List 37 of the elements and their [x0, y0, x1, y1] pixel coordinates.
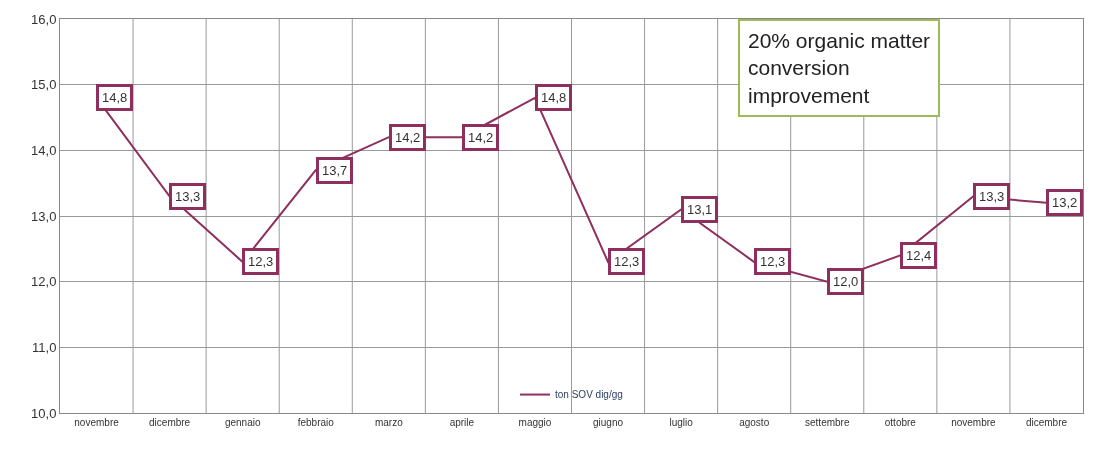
x-tick-label: settembre [805, 417, 850, 428]
data-label: 14,2 [468, 130, 494, 145]
data-label: 12,3 [248, 254, 274, 269]
y-tick-label: 15,0 [31, 77, 57, 93]
x-tick-label: aprile [449, 417, 475, 428]
x-tick-label: maggio [518, 417, 552, 428]
data-label: 12,4 [906, 248, 932, 263]
x-tick-label: gennaio [224, 417, 261, 428]
x-tick-label: febbraio [297, 417, 335, 428]
data-label: 12,0 [833, 274, 859, 289]
y-tick-label: 12,0 [31, 274, 57, 290]
x-tick-label: novembre [951, 417, 997, 428]
y-tick-label: 13,0 [31, 208, 57, 224]
y-tick-label: 11,0 [32, 339, 57, 355]
legend-label: ton SOV dig/gg [555, 389, 623, 401]
data-label: 13,1 [687, 202, 713, 217]
data-label: 13,3 [979, 189, 1005, 204]
x-tick-label: ottobre [884, 417, 917, 428]
data-label: 14,8 [102, 90, 128, 105]
x-tick-label: dicembre [149, 417, 191, 428]
y-tick-label: 10,0 [31, 405, 57, 421]
data-label: 12,3 [614, 254, 640, 269]
x-tick-label: marzo [374, 417, 404, 428]
x-tick-label: agosto [739, 417, 770, 428]
x-tick-label: giugno [593, 417, 624, 428]
x-tick-label: dicembre [1025, 417, 1068, 428]
data-label: 14,8 [541, 90, 567, 105]
data-label: 14,2 [395, 130, 421, 145]
data-label: 12,3 [760, 254, 786, 269]
annotation: 20% organic matter conversion improvement [748, 29, 931, 107]
y-tick-label: 14,0 [31, 142, 57, 158]
y-tick-label: 16,0 [31, 11, 57, 27]
data-label: 13,2 [1052, 195, 1078, 210]
x-tick-label: luglio [669, 417, 694, 428]
x-tick-label: novembre [74, 417, 120, 428]
data-label: 13,3 [175, 189, 201, 204]
data-label: 13,7 [322, 163, 348, 178]
